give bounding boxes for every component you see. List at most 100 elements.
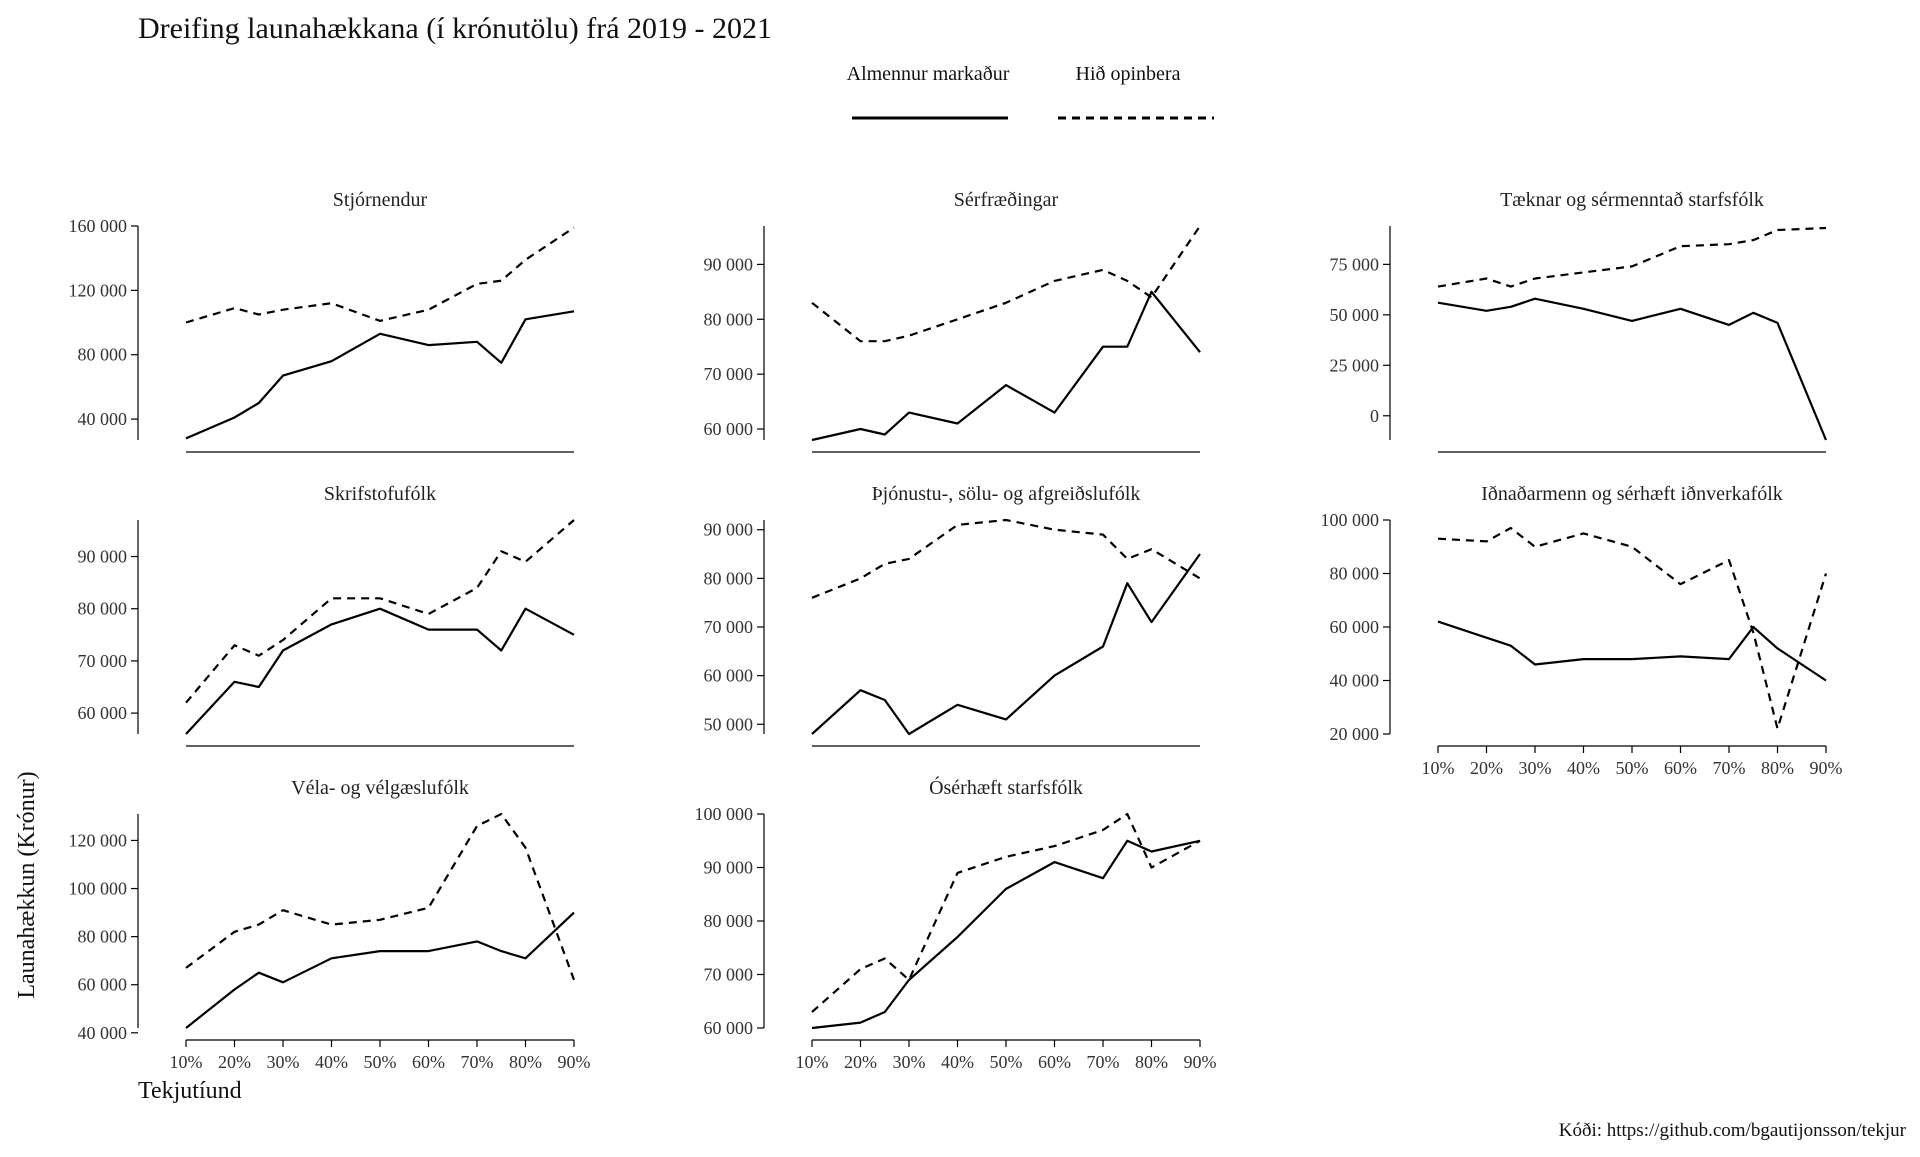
x-tick-label: 70% bbox=[1713, 758, 1746, 778]
x-tick-label: 10% bbox=[1422, 758, 1455, 778]
y-tick-label: 40 000 bbox=[78, 409, 128, 429]
y-tick-label: 60 000 bbox=[78, 703, 128, 723]
facet-title: Þjónustu-, sölu- og afgreiðslufólk bbox=[872, 483, 1141, 505]
y-tick-label: 50 000 bbox=[1330, 305, 1380, 325]
x-tick-label: 40% bbox=[941, 1052, 974, 1072]
x-tick-label: 50% bbox=[364, 1052, 397, 1072]
y-tick-label: 90 000 bbox=[78, 547, 128, 567]
legend: Almennur markaður Hið opinbera bbox=[847, 63, 1214, 120]
x-tick-label: 80% bbox=[509, 1052, 542, 1072]
y-tick-label: 60 000 bbox=[704, 419, 754, 439]
y-tick-label: 90 000 bbox=[704, 858, 754, 878]
y-tick-label: 40 000 bbox=[78, 1023, 128, 1043]
x-tick-label: 90% bbox=[1184, 1052, 1217, 1072]
legend-label-private: Almennur markaður bbox=[847, 63, 1010, 85]
y-tick-label: 120 000 bbox=[69, 830, 128, 850]
series-line-private bbox=[185, 607, 575, 735]
x-tick-label: 80% bbox=[1761, 758, 1794, 778]
series-line-private bbox=[1437, 620, 1827, 682]
y-tick-label: 100 000 bbox=[69, 879, 128, 899]
x-tick-label: 90% bbox=[1810, 758, 1843, 778]
y-tick-label: 70 000 bbox=[704, 364, 754, 384]
y-tick-label: 75 000 bbox=[1330, 254, 1380, 274]
facet-title: Stjórnendur bbox=[333, 189, 428, 211]
y-tick-label: 80 000 bbox=[78, 345, 128, 365]
facet-panels: Stjórnendur 40 000 80 000 120 000 160 000 Sér… bbox=[69, 189, 1843, 1072]
y-tick-label: 80 000 bbox=[78, 927, 128, 947]
chart-title: Dreifing launahækkana (í krónutölu) frá … bbox=[138, 12, 772, 45]
x-axis-title: Tekjutíund bbox=[138, 1078, 242, 1104]
y-tick-label: 25 000 bbox=[1330, 355, 1380, 375]
y-tick-label: 70 000 bbox=[704, 965, 754, 985]
y-tick-label: 50 000 bbox=[704, 714, 754, 734]
facet-panel: Skrifstofufólk 60 000 70 000 80 000 90 000 bbox=[78, 483, 575, 747]
y-tick-label: 80 000 bbox=[78, 599, 128, 619]
series-line-private bbox=[811, 290, 1201, 442]
series-line-public bbox=[811, 812, 1201, 1013]
y-tick-label: 60 000 bbox=[704, 666, 754, 686]
series-line-public bbox=[185, 226, 575, 324]
y-tick-label: 160 000 bbox=[69, 216, 128, 236]
facet-title: Véla- og vélgæslufólk bbox=[291, 777, 469, 799]
legend-label-public: Hið opinbera bbox=[1076, 63, 1181, 85]
x-tick-label: 50% bbox=[990, 1052, 1023, 1072]
facet-title: Skrifstofufólk bbox=[324, 483, 436, 505]
y-axis-title: Launahækkun (Krónur) bbox=[14, 771, 40, 998]
series-line-private bbox=[811, 839, 1201, 1030]
facet-panel: Iðnaðarmenn og sérhæft iðnverkafólk 20 00… bbox=[1321, 483, 1843, 778]
caption: Kóði: https://github.com/bgautijonsson/t… bbox=[1559, 1120, 1907, 1141]
series-line-private bbox=[185, 310, 575, 440]
y-tick-label: 120 000 bbox=[69, 280, 128, 300]
x-tick-label: 80% bbox=[1135, 1052, 1168, 1072]
x-tick-label: 60% bbox=[1038, 1052, 1071, 1072]
y-tick-label: 90 000 bbox=[704, 520, 754, 540]
y-tick-label: 100 000 bbox=[695, 804, 754, 824]
series-line-public bbox=[1437, 526, 1828, 730]
facet-title: Sérfræðingar bbox=[954, 189, 1059, 211]
y-tick-label: 70 000 bbox=[704, 617, 754, 637]
x-tick-label: 10% bbox=[170, 1052, 203, 1072]
facet-panel: Þjónustu-, sölu- og afgreiðslufólk 50 000… bbox=[704, 483, 1201, 747]
facet-title: Tæknar og sérmenntað starfsfólk bbox=[1500, 189, 1764, 211]
facet-panel: Stjórnendur 40 000 80 000 120 000 160 000 bbox=[69, 189, 575, 453]
x-tick-label: 40% bbox=[315, 1052, 348, 1072]
facet-panel: Tæknar og sérmenntað starfsfólk 0 25 000 50… bbox=[1330, 189, 1828, 453]
series-line-public bbox=[185, 812, 576, 981]
x-tick-label: 90% bbox=[558, 1052, 591, 1072]
x-tick-label: 20% bbox=[844, 1052, 877, 1072]
x-tick-label: 40% bbox=[1567, 758, 1600, 778]
x-tick-label: 60% bbox=[412, 1052, 445, 1072]
series-line-private bbox=[185, 911, 575, 1029]
x-tick-label: 10% bbox=[796, 1052, 829, 1072]
x-tick-label: 30% bbox=[1519, 758, 1552, 778]
x-tick-label: 50% bbox=[1616, 758, 1649, 778]
y-tick-label: 80 000 bbox=[704, 568, 754, 588]
series-line-public bbox=[185, 519, 575, 704]
series-line-private bbox=[811, 553, 1201, 736]
facet-title: Ósérhæft starfsfólk bbox=[929, 775, 1083, 799]
x-tick-label: 30% bbox=[267, 1052, 300, 1072]
y-tick-label: 80 000 bbox=[704, 911, 754, 931]
facet-panel: Véla- og vélgæslufólk 40 000 60 000 80 000 1… bbox=[69, 777, 591, 1072]
y-tick-label: 20 000 bbox=[1330, 724, 1380, 744]
series-line-private bbox=[1437, 297, 1828, 441]
y-tick-label: 60 000 bbox=[704, 1018, 754, 1038]
y-tick-label: 60 000 bbox=[78, 975, 128, 995]
series-line-public bbox=[811, 518, 1201, 599]
facet-panel: Ósérhæft starfsfólk 60 000 70 000 80 000 90 … bbox=[695, 775, 1217, 1072]
y-tick-label: 100 000 bbox=[1321, 510, 1380, 530]
facet-title: Iðnaðarmenn og sérhæft iðnverkafólk bbox=[1481, 483, 1783, 505]
y-tick-label: 70 000 bbox=[78, 651, 128, 671]
series-line-public bbox=[1437, 226, 1827, 288]
facet-panel: Sérfræðingar 60 000 70 000 80 000 90 000 bbox=[704, 189, 1201, 453]
series-line-public bbox=[811, 225, 1201, 343]
x-tick-label: 70% bbox=[461, 1052, 494, 1072]
y-tick-label: 0 bbox=[1370, 406, 1379, 426]
y-tick-label: 90 000 bbox=[704, 254, 754, 274]
x-tick-label: 20% bbox=[1470, 758, 1503, 778]
y-tick-label: 40 000 bbox=[1330, 671, 1380, 691]
x-tick-label: 60% bbox=[1664, 758, 1697, 778]
x-tick-label: 70% bbox=[1087, 1052, 1120, 1072]
